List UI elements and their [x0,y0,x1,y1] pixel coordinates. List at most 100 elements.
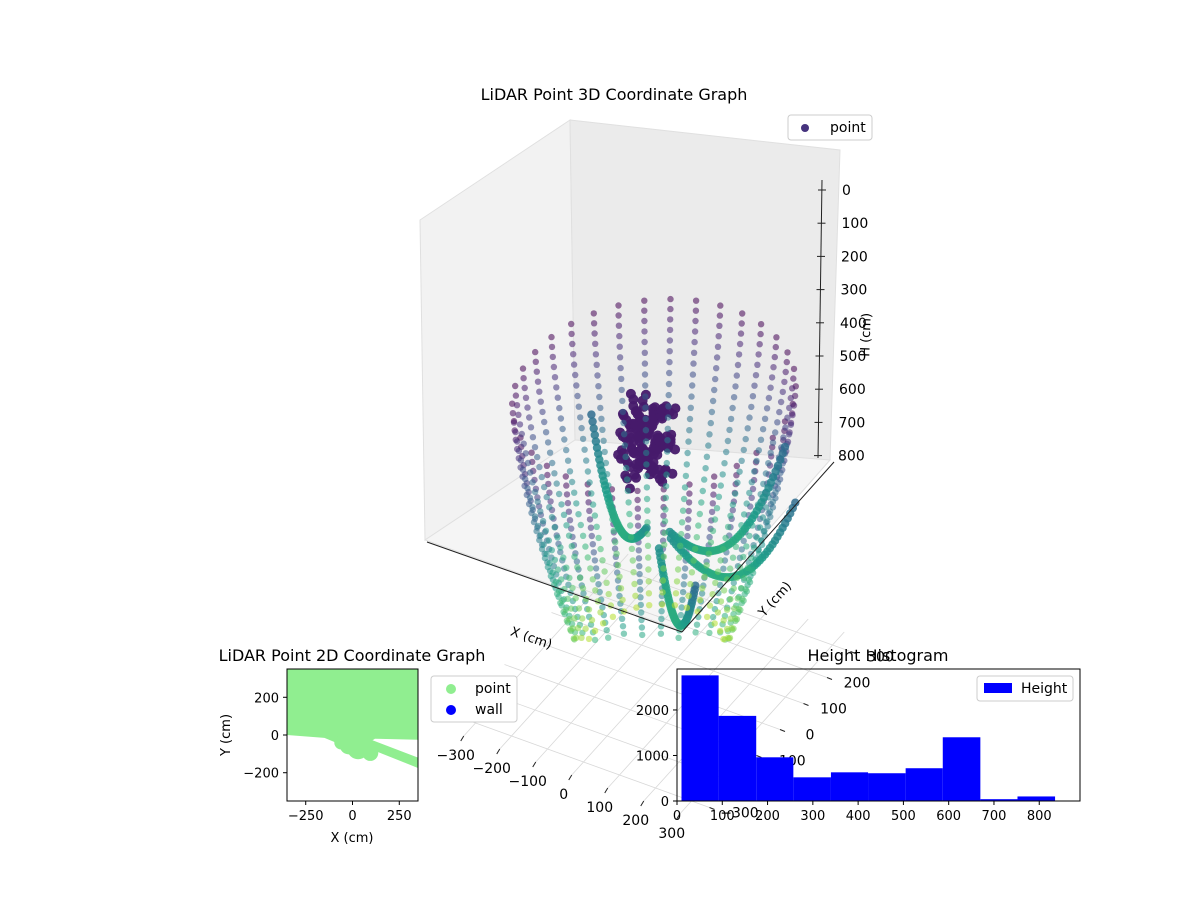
point-marker [753,457,760,465]
point-marker [610,527,617,534]
point-marker [591,557,599,564]
point-marker [587,410,596,419]
point-marker [548,514,556,521]
point-marker [597,545,604,553]
x-tick-mark-3d [532,761,537,768]
point-marker [664,437,671,444]
point-marker [534,498,541,505]
point-marker [605,634,612,641]
point-marker [662,483,670,490]
point-cloud-2d [287,669,418,749]
histogram-bars [681,675,1056,801]
point-marker [620,630,628,637]
point-marker [614,562,622,569]
point-cloud [509,295,800,644]
point-marker [667,468,678,479]
point-marker [579,532,587,539]
y-tick-label-3d: −300 [720,806,758,822]
point-marker [558,501,565,508]
point-marker [673,578,681,585]
x-ticks-2d: −250 0 250 [288,801,412,824]
point-marker [628,394,639,405]
point-marker [606,493,613,500]
histogram-legend: Height [976,675,1074,702]
point-marker [594,372,601,379]
point-marker [534,522,542,530]
chart-3d: LiDAR Point 3D Coordinate Graph −300−200… [419,85,894,842]
point-marker [714,343,722,350]
point-marker [681,484,689,491]
point-marker [730,579,737,587]
point-marker [596,393,603,401]
point-marker [577,414,584,421]
point-marker [744,425,751,432]
point-marker [641,297,648,304]
point-marker [639,631,646,639]
y-axis-label-3d: Y (cm) [755,579,795,621]
point-marker [544,471,551,479]
x-tick-label-3d: 0 [559,787,568,803]
y-tick-mark-3d [779,729,786,732]
grid-line [551,612,804,704]
point-marker [767,513,774,520]
y-tick-mark-3d [756,755,762,758]
point-marker [693,534,700,541]
point-marker [603,627,610,634]
point-marker [758,537,765,544]
point-marker [757,436,765,443]
point-marker [634,514,642,521]
y-axis-line [681,461,835,633]
point-marker [572,595,579,602]
point-marker [563,564,570,571]
point-marker [553,480,560,487]
point-marker [727,512,734,519]
point-marker [590,310,597,317]
z-tick-label-3d: 200 [841,249,868,265]
grid-line [527,638,781,730]
legend-3d-frame [787,114,873,141]
hist-x-tick-label: 600 [936,809,961,824]
point-marker [740,537,747,545]
point-marker [702,465,709,472]
point-marker [717,627,724,635]
point-marker [685,592,692,600]
legend-2d: point wall [430,675,518,723]
point-marker [748,566,756,574]
point-marker [687,580,694,588]
point-marker [573,558,581,565]
point-marker [707,419,714,427]
point-marker [537,508,544,515]
point-marker [599,426,606,433]
point-marker [757,321,765,328]
point-marker [642,438,650,445]
point-marker [641,371,649,378]
point-marker [536,536,543,544]
point-marker [541,483,548,491]
histogram-bar [942,737,981,801]
point-marker [538,473,545,481]
point-marker [542,527,550,534]
point-marker [554,394,561,401]
point-marker [764,522,771,530]
point-marker [564,499,572,507]
y-tick-mark-3d [709,807,715,810]
point-marker [679,588,687,596]
point-marker [636,570,643,578]
point-marker [711,386,718,394]
point-marker [680,495,688,503]
point-marker [778,449,787,458]
point-marker [634,496,641,504]
x-tick-mark-3d [568,774,573,781]
y-tick-label-3d: 100 [820,702,847,718]
point-marker [729,404,736,412]
point-marker [635,547,642,554]
point-marker [721,460,728,467]
point-marker [627,533,635,541]
point-marker [540,541,547,548]
point-marker [642,393,649,400]
point-marker [709,500,716,507]
point-marker [560,511,568,518]
point-marker [719,546,727,553]
point-marker [699,585,706,592]
point-marker [678,519,686,526]
